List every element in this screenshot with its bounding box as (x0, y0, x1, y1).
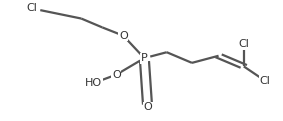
Text: O: O (112, 70, 121, 80)
Text: O: O (143, 102, 152, 112)
Text: O: O (119, 31, 128, 41)
Text: Cl: Cl (27, 4, 38, 13)
Text: P: P (141, 53, 148, 63)
Text: Cl: Cl (238, 39, 249, 49)
Text: Cl: Cl (259, 76, 270, 86)
Text: HO: HO (85, 78, 102, 88)
